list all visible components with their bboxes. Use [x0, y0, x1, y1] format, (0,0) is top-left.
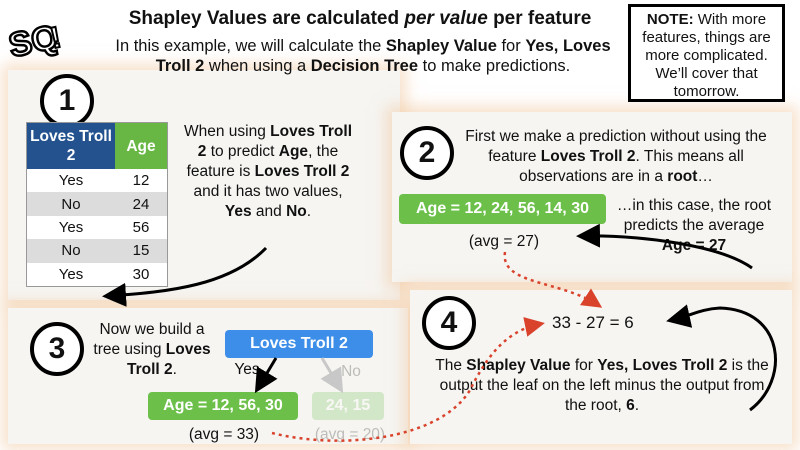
- arrow-answer-to-equation: [666, 304, 777, 412]
- arrow-left-avg-to-equation: [271, 317, 545, 442]
- root-node: Age = 12, 24, 56, 14, 30: [399, 194, 606, 224]
- table-header-loves-troll2: Loves Troll 2: [26, 122, 115, 169]
- table-row: Yes 12: [26, 169, 168, 193]
- branch-yes: [254, 357, 278, 394]
- step1-number: 1: [40, 74, 94, 128]
- right-leaf-average: (avg = 20): [314, 426, 386, 443]
- step2-number: 2: [400, 126, 454, 180]
- step4-text: The Shapley Value for Yes, Loves Troll 2…: [435, 357, 769, 414]
- statquest-logo: SQ !: [4, 8, 65, 66]
- branch-label-no: No: [341, 363, 361, 380]
- left-leaf: Age = 12, 56, 30: [148, 392, 298, 420]
- branch-no: [320, 357, 344, 394]
- arrow-root-avg-to-equation: [503, 251, 603, 308]
- note-box: NOTE: With more features, things are mor…: [628, 4, 785, 102]
- table-row: Yes 30: [26, 262, 168, 287]
- table-row: Yes 56: [26, 215, 168, 240]
- left-leaf-average: (avg = 33): [188, 426, 260, 443]
- equation: 33 - 27 = 6: [552, 313, 634, 332]
- step4-number: 4: [422, 296, 476, 350]
- table-row: No 24: [26, 192, 168, 216]
- step2-text: First we make a prediction without using…: [465, 128, 767, 185]
- step3-number: 3: [30, 322, 84, 376]
- intro-text: In this example, we will calculate the S…: [115, 37, 611, 75]
- step1-text: When using Loves Troll 2 to predict Age,…: [184, 123, 353, 220]
- arrow-aside-to-root: [576, 223, 753, 270]
- root-average: (avg = 27): [468, 233, 540, 250]
- tree-node-loves-troll2: Loves Troll 2: [225, 330, 373, 358]
- table-header-age: Age: [115, 122, 168, 169]
- branch-label-yes: Yes: [234, 361, 260, 378]
- step3-text: Now we build a tree using Loves Troll 2.: [93, 321, 211, 378]
- arrow-step1-to-step3: [102, 246, 268, 307]
- right-leaf: 24, 15: [312, 392, 384, 420]
- table-row: No 15: [26, 239, 168, 263]
- page-title: Shapley Values are calculated per value …: [128, 8, 592, 29]
- data-table: Loves Troll 2 Age Yes 12 No 24 Yes 56 No 15 …: [26, 122, 168, 287]
